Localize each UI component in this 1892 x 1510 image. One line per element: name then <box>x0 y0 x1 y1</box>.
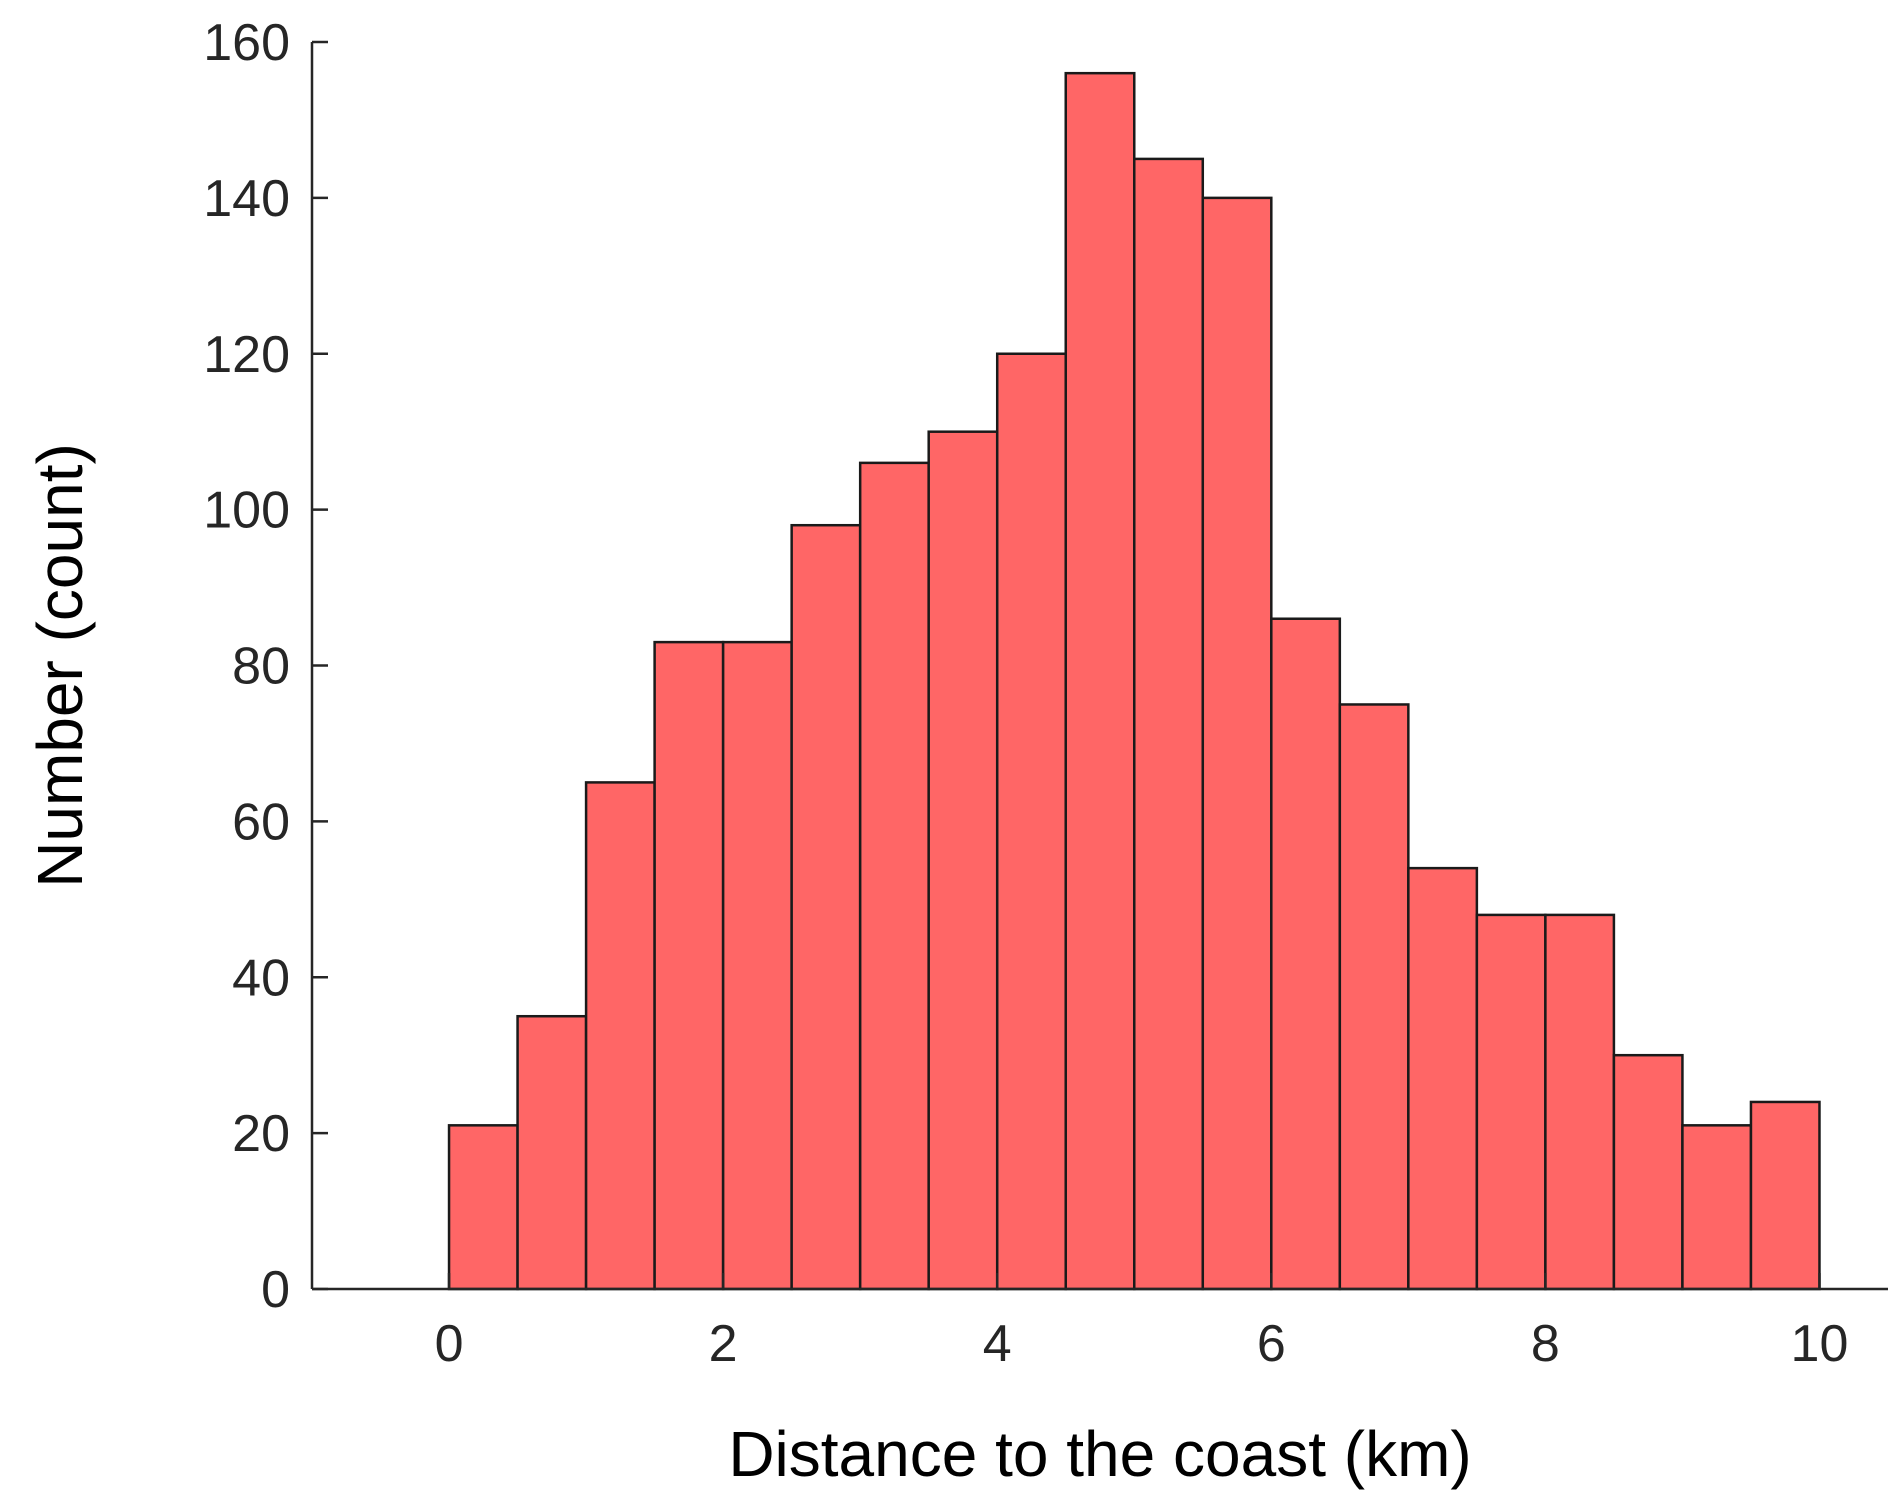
histogram-bar <box>1407 866 1479 1291</box>
x-tick-label: 8 <box>1531 1315 1560 1373</box>
histogram-bar <box>1681 1124 1753 1291</box>
y-tick-label: 120 <box>203 326 290 384</box>
x-tick-label: 4 <box>983 1315 1012 1373</box>
y-tick-label: 140 <box>203 170 290 228</box>
histogram-bar <box>927 430 999 1291</box>
histogram-bar <box>584 781 656 1291</box>
x-tick-label: 0 <box>435 1315 464 1373</box>
histogram-bar <box>516 1014 588 1291</box>
y-tick-label: 20 <box>232 1105 290 1163</box>
histogram-bar <box>1749 1100 1821 1291</box>
y-ticks: 0 20 40 60 80 100 120 140 160 <box>203 14 328 1319</box>
y-tick-label: 0 <box>261 1261 290 1319</box>
y-axis-label: Number (count) <box>24 443 96 888</box>
histogram-bar <box>721 640 793 1291</box>
histogram-bar <box>995 352 1067 1291</box>
histogram-bar <box>1612 1053 1684 1291</box>
histogram-bar <box>790 523 862 1291</box>
histogram-bar <box>1064 71 1136 1291</box>
histogram-bar <box>447 1124 519 1291</box>
histogram-bar <box>1270 617 1342 1291</box>
y-tick-label: 100 <box>203 482 290 540</box>
y-tick-label: 80 <box>232 638 290 696</box>
x-tick-label: 2 <box>709 1315 738 1373</box>
y-tick-label: 160 <box>203 14 290 72</box>
histogram-bar <box>1133 157 1205 1291</box>
x-tick-label: 10 <box>1791 1315 1849 1373</box>
histogram-bar <box>1338 703 1410 1291</box>
y-tick-label: 40 <box>232 949 290 1007</box>
histogram-bar <box>653 640 725 1291</box>
x-ticks: 0 2 4 6 8 10 <box>435 1273 1849 1373</box>
histogram-bar <box>1475 913 1547 1291</box>
x-axis-label: Distance to the coast (km) <box>728 1418 1471 1490</box>
histogram-bar <box>1201 196 1273 1291</box>
x-tick-label: 6 <box>1257 1315 1286 1373</box>
bars-layer <box>447 71 1821 1291</box>
histogram-bar <box>1544 913 1616 1291</box>
histogram-bar <box>858 461 930 1291</box>
y-tick-label: 60 <box>232 793 290 851</box>
